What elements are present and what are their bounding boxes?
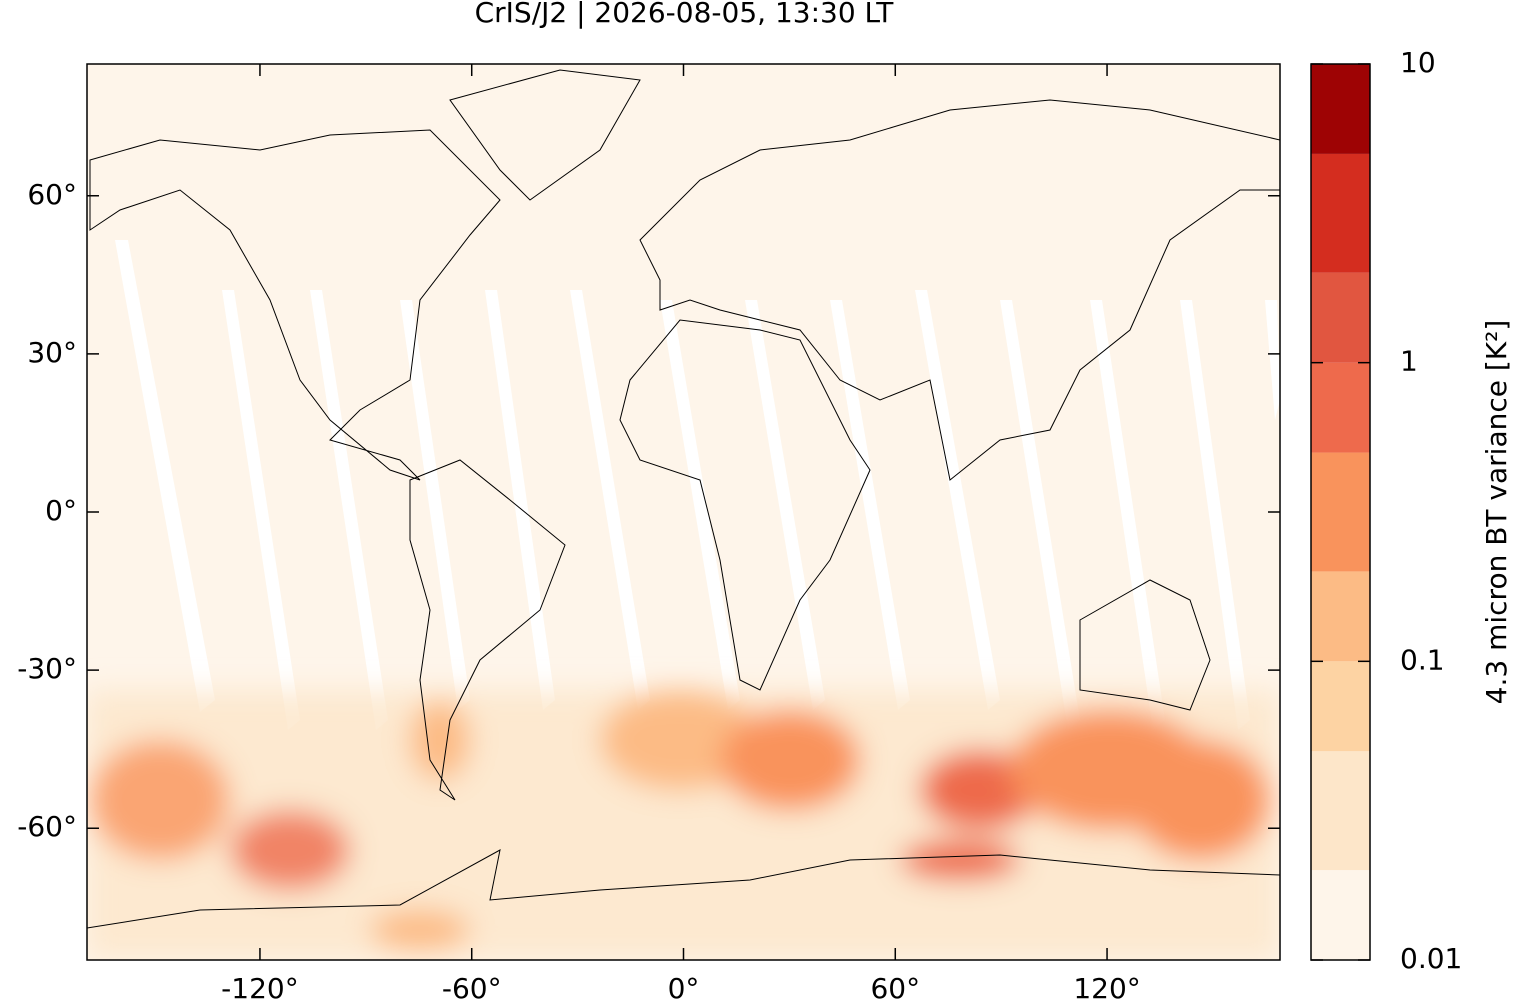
colorbar-band	[1311, 571, 1370, 662]
colorbar-band	[1311, 452, 1370, 572]
colorbar-tick-label: 0.1	[1400, 643, 1445, 676]
x-tick-label: -120°	[221, 972, 299, 1002]
map-field	[87, 64, 1280, 960]
x-tick-label: 0°	[668, 972, 700, 1002]
colorbar-band	[1311, 751, 1370, 871]
colorbar-band	[1311, 870, 1370, 960]
chart-title: CrIS/J2 | 2026-08-05, 13:30 LT	[475, 0, 895, 29]
colorbar-label: 4.3 micron BT variance [K²]	[1480, 320, 1513, 705]
x-tick-label: 120°	[1073, 972, 1140, 1002]
colorbar-frame	[1310, 63, 1371, 961]
colorbar-tick-label: 1	[1400, 345, 1418, 378]
colorbar-band	[1311, 64, 1370, 154]
y-tick-label: 0°	[45, 494, 77, 527]
colorbar-tick-label: 0.01	[1400, 942, 1462, 975]
colorbar-band	[1311, 153, 1370, 273]
y-tick-label: 60°	[27, 178, 77, 211]
colorbar-band	[1311, 272, 1370, 363]
x-tick-label: 60°	[870, 972, 920, 1002]
colorbar-band	[1311, 362, 1370, 453]
colorbar-band	[1311, 661, 1370, 752]
x-tick-label: -60°	[442, 972, 502, 1002]
variance-blobs	[87, 690, 1280, 960]
swath-gaps	[115, 240, 1280, 730]
y-tick-label: -60°	[17, 810, 77, 843]
y-tick-label: -30°	[17, 652, 77, 685]
coastlines	[87, 69, 1280, 929]
colorbar-tick-label: 10	[1400, 46, 1436, 79]
y-tick-label: 30°	[27, 336, 77, 369]
